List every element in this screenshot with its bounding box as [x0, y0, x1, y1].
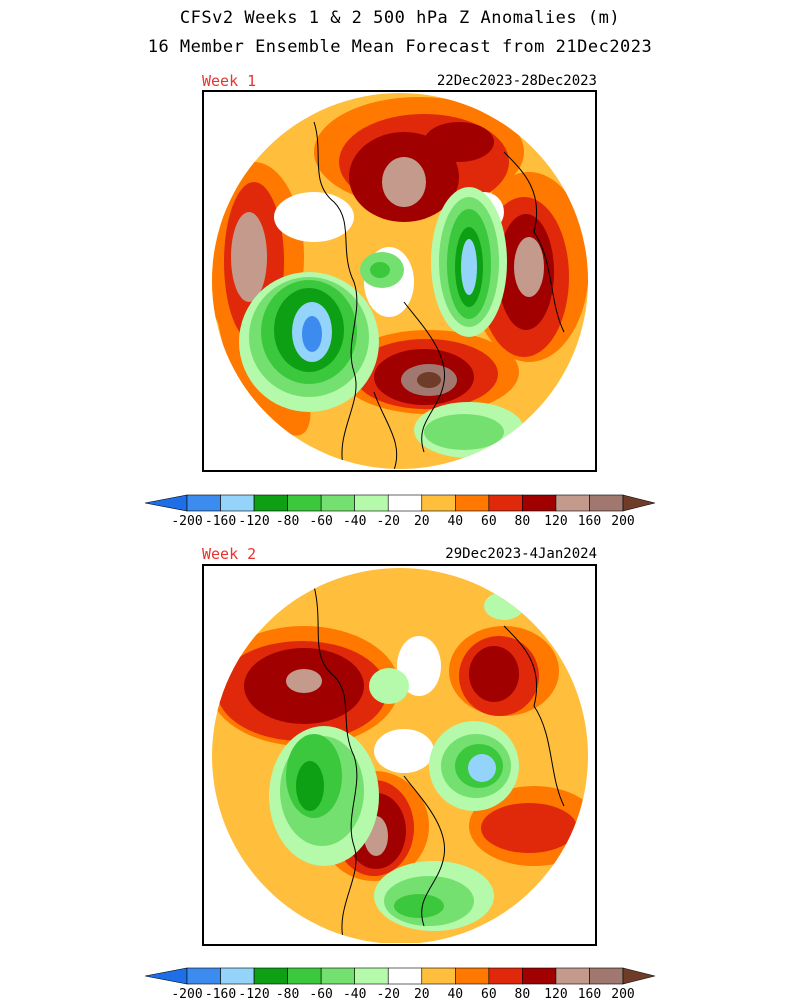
colorbar-segment — [555, 494, 590, 512]
colorbar-tick-label: -20 — [376, 514, 399, 529]
colorbar-segment — [320, 967, 355, 985]
colorbar-tick-label: -160 — [205, 514, 236, 529]
colorbar-tick-label: -80 — [276, 987, 299, 1002]
colorbar-segment — [387, 494, 423, 512]
colorbar-tick-label: 80 — [515, 987, 531, 1002]
colorbar-tick-label: 200 — [611, 514, 634, 529]
colorbar-segment — [287, 494, 322, 512]
colorbar-tick-label: -80 — [276, 514, 299, 529]
week1-label: Week 1 — [202, 72, 257, 90]
chart-title-line2: 16 Member Ensemble Mean Forecast from 21… — [147, 37, 653, 57]
colorbar-tick-label: -40 — [343, 987, 366, 1002]
colorbar-segment — [421, 494, 456, 512]
colorbar-tick-label: 120 — [544, 514, 567, 529]
colorbar-segment — [455, 494, 490, 512]
colorbar-segment — [488, 967, 523, 985]
colorbar-segment — [387, 967, 423, 985]
colorbar-tick-label: -200 — [171, 987, 202, 1002]
colorbar-segment — [253, 494, 288, 512]
colorbar-arrow-low — [144, 967, 188, 985]
week1-map — [212, 93, 588, 469]
colorbar-tick-label: 40 — [447, 987, 463, 1002]
colorbar-segment — [555, 967, 590, 985]
colorbar-tick-label: -40 — [343, 514, 366, 529]
colorbar-segment — [220, 967, 255, 985]
colorbar-arrow-high — [622, 494, 656, 512]
colorbar-tick-label: -60 — [309, 514, 332, 529]
colorbar-segment — [522, 967, 557, 985]
colorbar-segment — [354, 494, 389, 512]
chart-title-line1: CFSv2 Weeks 1 & 2 500 hPa Z Anomalies (m… — [179, 8, 621, 28]
colorbar-segment — [354, 967, 389, 985]
colorbar-tick-label: -120 — [238, 987, 269, 1002]
colorbar-segment — [220, 494, 255, 512]
colorbar-tick-label: 160 — [578, 987, 601, 1002]
colorbar-tick-label: 80 — [515, 514, 531, 529]
colorbar-segment — [287, 967, 322, 985]
week1-map-panel — [202, 90, 597, 472]
colorbar-tick-label: -160 — [205, 987, 236, 1002]
colorbar-segment — [589, 494, 624, 512]
colorbar-tick-label: -120 — [238, 514, 269, 529]
week1-dates: 22Dec2023-28Dec2023 — [436, 73, 597, 89]
week2-colorbar: -200 -160 -120 -80 -60 -40 -20 20 40 60 80 120 160 20… — [144, 967, 656, 1002]
week2-dates: 29Dec2023-4Jan2024 — [445, 546, 597, 562]
colorbar-tick-label: 60 — [481, 514, 497, 529]
colorbar-segment — [186, 967, 221, 985]
colorbar-segment — [455, 967, 490, 985]
colorbar-tick-label: 20 — [414, 514, 430, 529]
colorbar-tick-label: -200 — [171, 514, 202, 529]
colorbar-segment — [488, 494, 523, 512]
colorbar-tick-label: -20 — [376, 987, 399, 1002]
colorbar-tick-label: 60 — [481, 987, 497, 1002]
week1-colorbar: -200 -160 -120 -80 -60 -40 -20 20 40 60 80 120 160 20… — [144, 494, 656, 529]
colorbar-tick-label: 120 — [544, 987, 567, 1002]
colorbar-segment — [320, 494, 355, 512]
week2-map — [212, 568, 588, 943]
colorbar-tick-label: 40 — [447, 514, 463, 529]
week2-map-panel — [202, 564, 597, 946]
colorbar-segment — [589, 967, 624, 985]
colorbar-tick-label: 160 — [578, 514, 601, 529]
colorbar-tick-label: -60 — [309, 987, 332, 1002]
colorbar-segment — [421, 967, 456, 985]
colorbar-segment — [253, 967, 288, 985]
colorbar-tick-label: 200 — [611, 987, 634, 1002]
colorbar-segment — [522, 494, 557, 512]
week2-label: Week 2 — [202, 545, 257, 563]
colorbar-segment — [186, 494, 221, 512]
colorbar-tick-label: 20 — [414, 987, 430, 1002]
colorbar-arrow-low — [144, 494, 188, 512]
colorbar-arrow-high — [622, 967, 656, 985]
